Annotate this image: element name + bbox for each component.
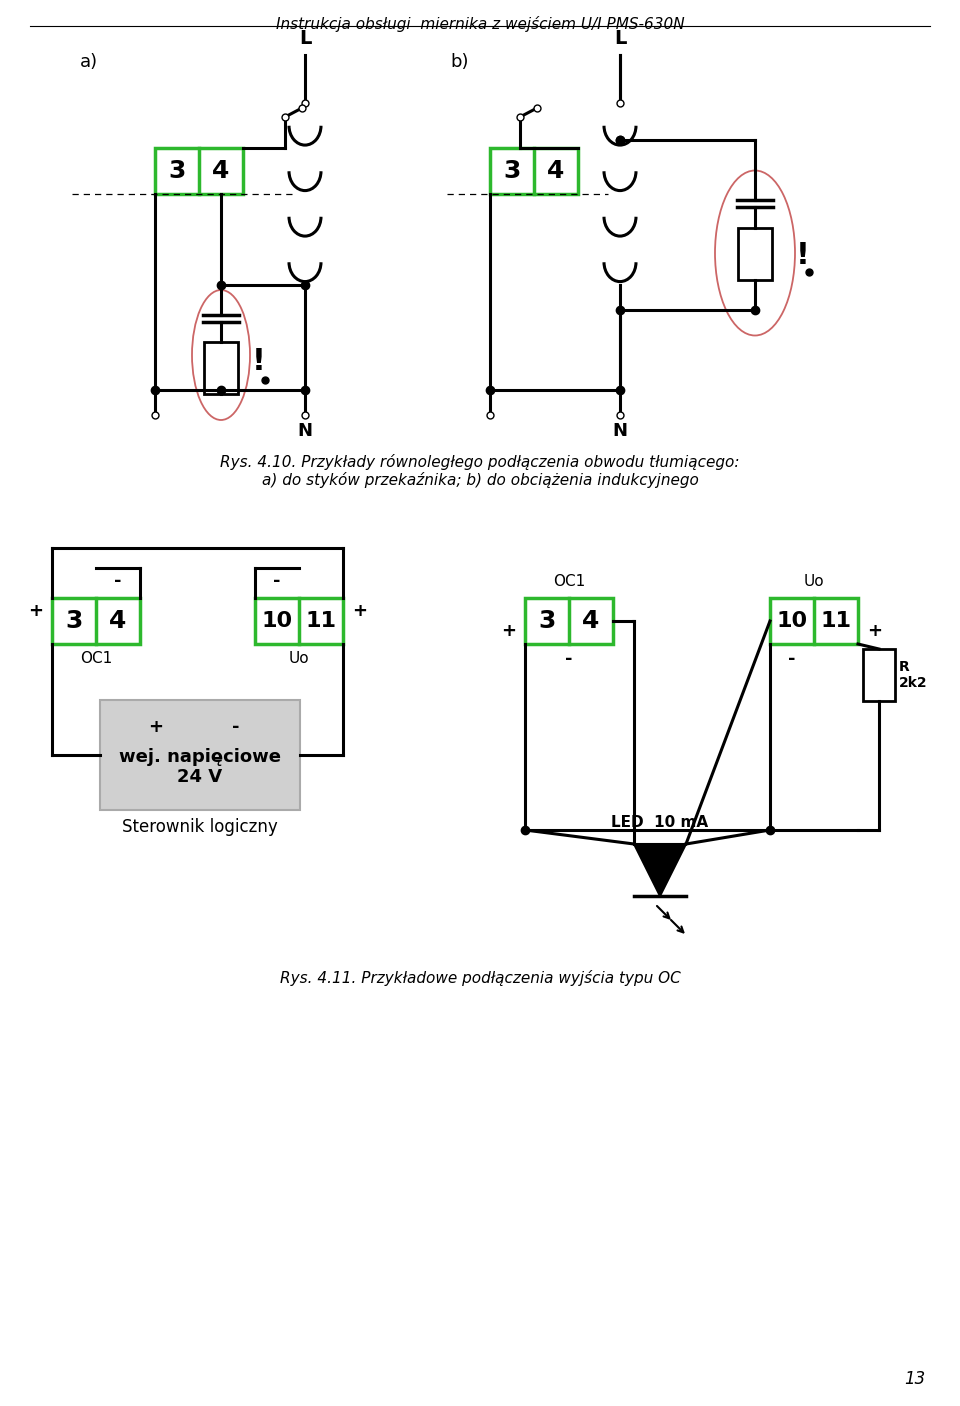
Text: -: - xyxy=(565,650,573,668)
Text: a) do styków przekaźnika; b) do obciążenia indukcyjnego: a) do styków przekaźnika; b) do obciążen… xyxy=(261,472,699,488)
Text: L: L xyxy=(299,30,311,48)
Text: wej. napięciowe
24 V: wej. napięciowe 24 V xyxy=(119,748,281,786)
Text: 3: 3 xyxy=(503,159,520,183)
Text: Sterownik logiczny: Sterownik logiczny xyxy=(122,818,277,837)
Text: -: - xyxy=(274,572,280,591)
Text: L: L xyxy=(613,30,626,48)
Text: R
2k2: R 2k2 xyxy=(899,659,927,690)
Polygon shape xyxy=(634,844,686,896)
Text: a): a) xyxy=(80,53,98,70)
Bar xyxy=(863,650,895,702)
Text: +: + xyxy=(867,621,882,640)
Text: 4: 4 xyxy=(583,609,600,633)
Text: +: + xyxy=(501,621,516,640)
Text: 10: 10 xyxy=(777,612,807,631)
Bar xyxy=(204,342,238,394)
Text: -: - xyxy=(232,718,240,735)
Bar xyxy=(255,598,343,644)
Text: 11: 11 xyxy=(305,612,337,631)
Text: 3: 3 xyxy=(65,609,83,633)
Text: Rys. 4.11. Przykładowe podłączenia wyjścia typu OC: Rys. 4.11. Przykładowe podłączenia wyjśc… xyxy=(279,970,681,986)
Text: 13: 13 xyxy=(903,1369,925,1388)
Text: +: + xyxy=(149,718,163,735)
Text: !: ! xyxy=(796,240,810,270)
Text: N: N xyxy=(612,422,628,440)
Text: !: ! xyxy=(252,347,266,377)
Text: +: + xyxy=(352,602,367,620)
Bar xyxy=(770,598,858,644)
Text: LED  10 mA: LED 10 mA xyxy=(612,815,708,830)
Text: 10: 10 xyxy=(261,612,293,631)
Text: 4: 4 xyxy=(547,159,564,183)
Text: Rys. 4.10. Przykłady równoległego podłączenia obwodu tłumiącego:: Rys. 4.10. Przykłady równoległego podłąc… xyxy=(220,454,740,470)
Text: 11: 11 xyxy=(821,612,852,631)
Text: OC1: OC1 xyxy=(553,574,586,589)
Text: OC1: OC1 xyxy=(80,651,112,666)
Text: 4: 4 xyxy=(212,159,229,183)
Text: 4: 4 xyxy=(109,609,127,633)
Bar xyxy=(100,700,300,810)
Text: Uo: Uo xyxy=(289,651,309,666)
Text: Uo: Uo xyxy=(804,574,825,589)
Text: -: - xyxy=(114,572,122,591)
Text: Instrukcja obsługi  miernika z wejściem U/I PMS-630N: Instrukcja obsługi miernika z wejściem U… xyxy=(276,15,684,32)
Text: +: + xyxy=(28,602,43,620)
Text: -: - xyxy=(788,650,796,668)
Text: 3: 3 xyxy=(168,159,185,183)
Text: 3: 3 xyxy=(539,609,556,633)
Bar xyxy=(525,598,613,644)
Bar xyxy=(738,228,772,280)
Text: b): b) xyxy=(450,53,468,70)
Bar xyxy=(155,148,243,194)
Bar xyxy=(52,598,140,644)
Text: N: N xyxy=(298,422,313,440)
Bar xyxy=(490,148,578,194)
